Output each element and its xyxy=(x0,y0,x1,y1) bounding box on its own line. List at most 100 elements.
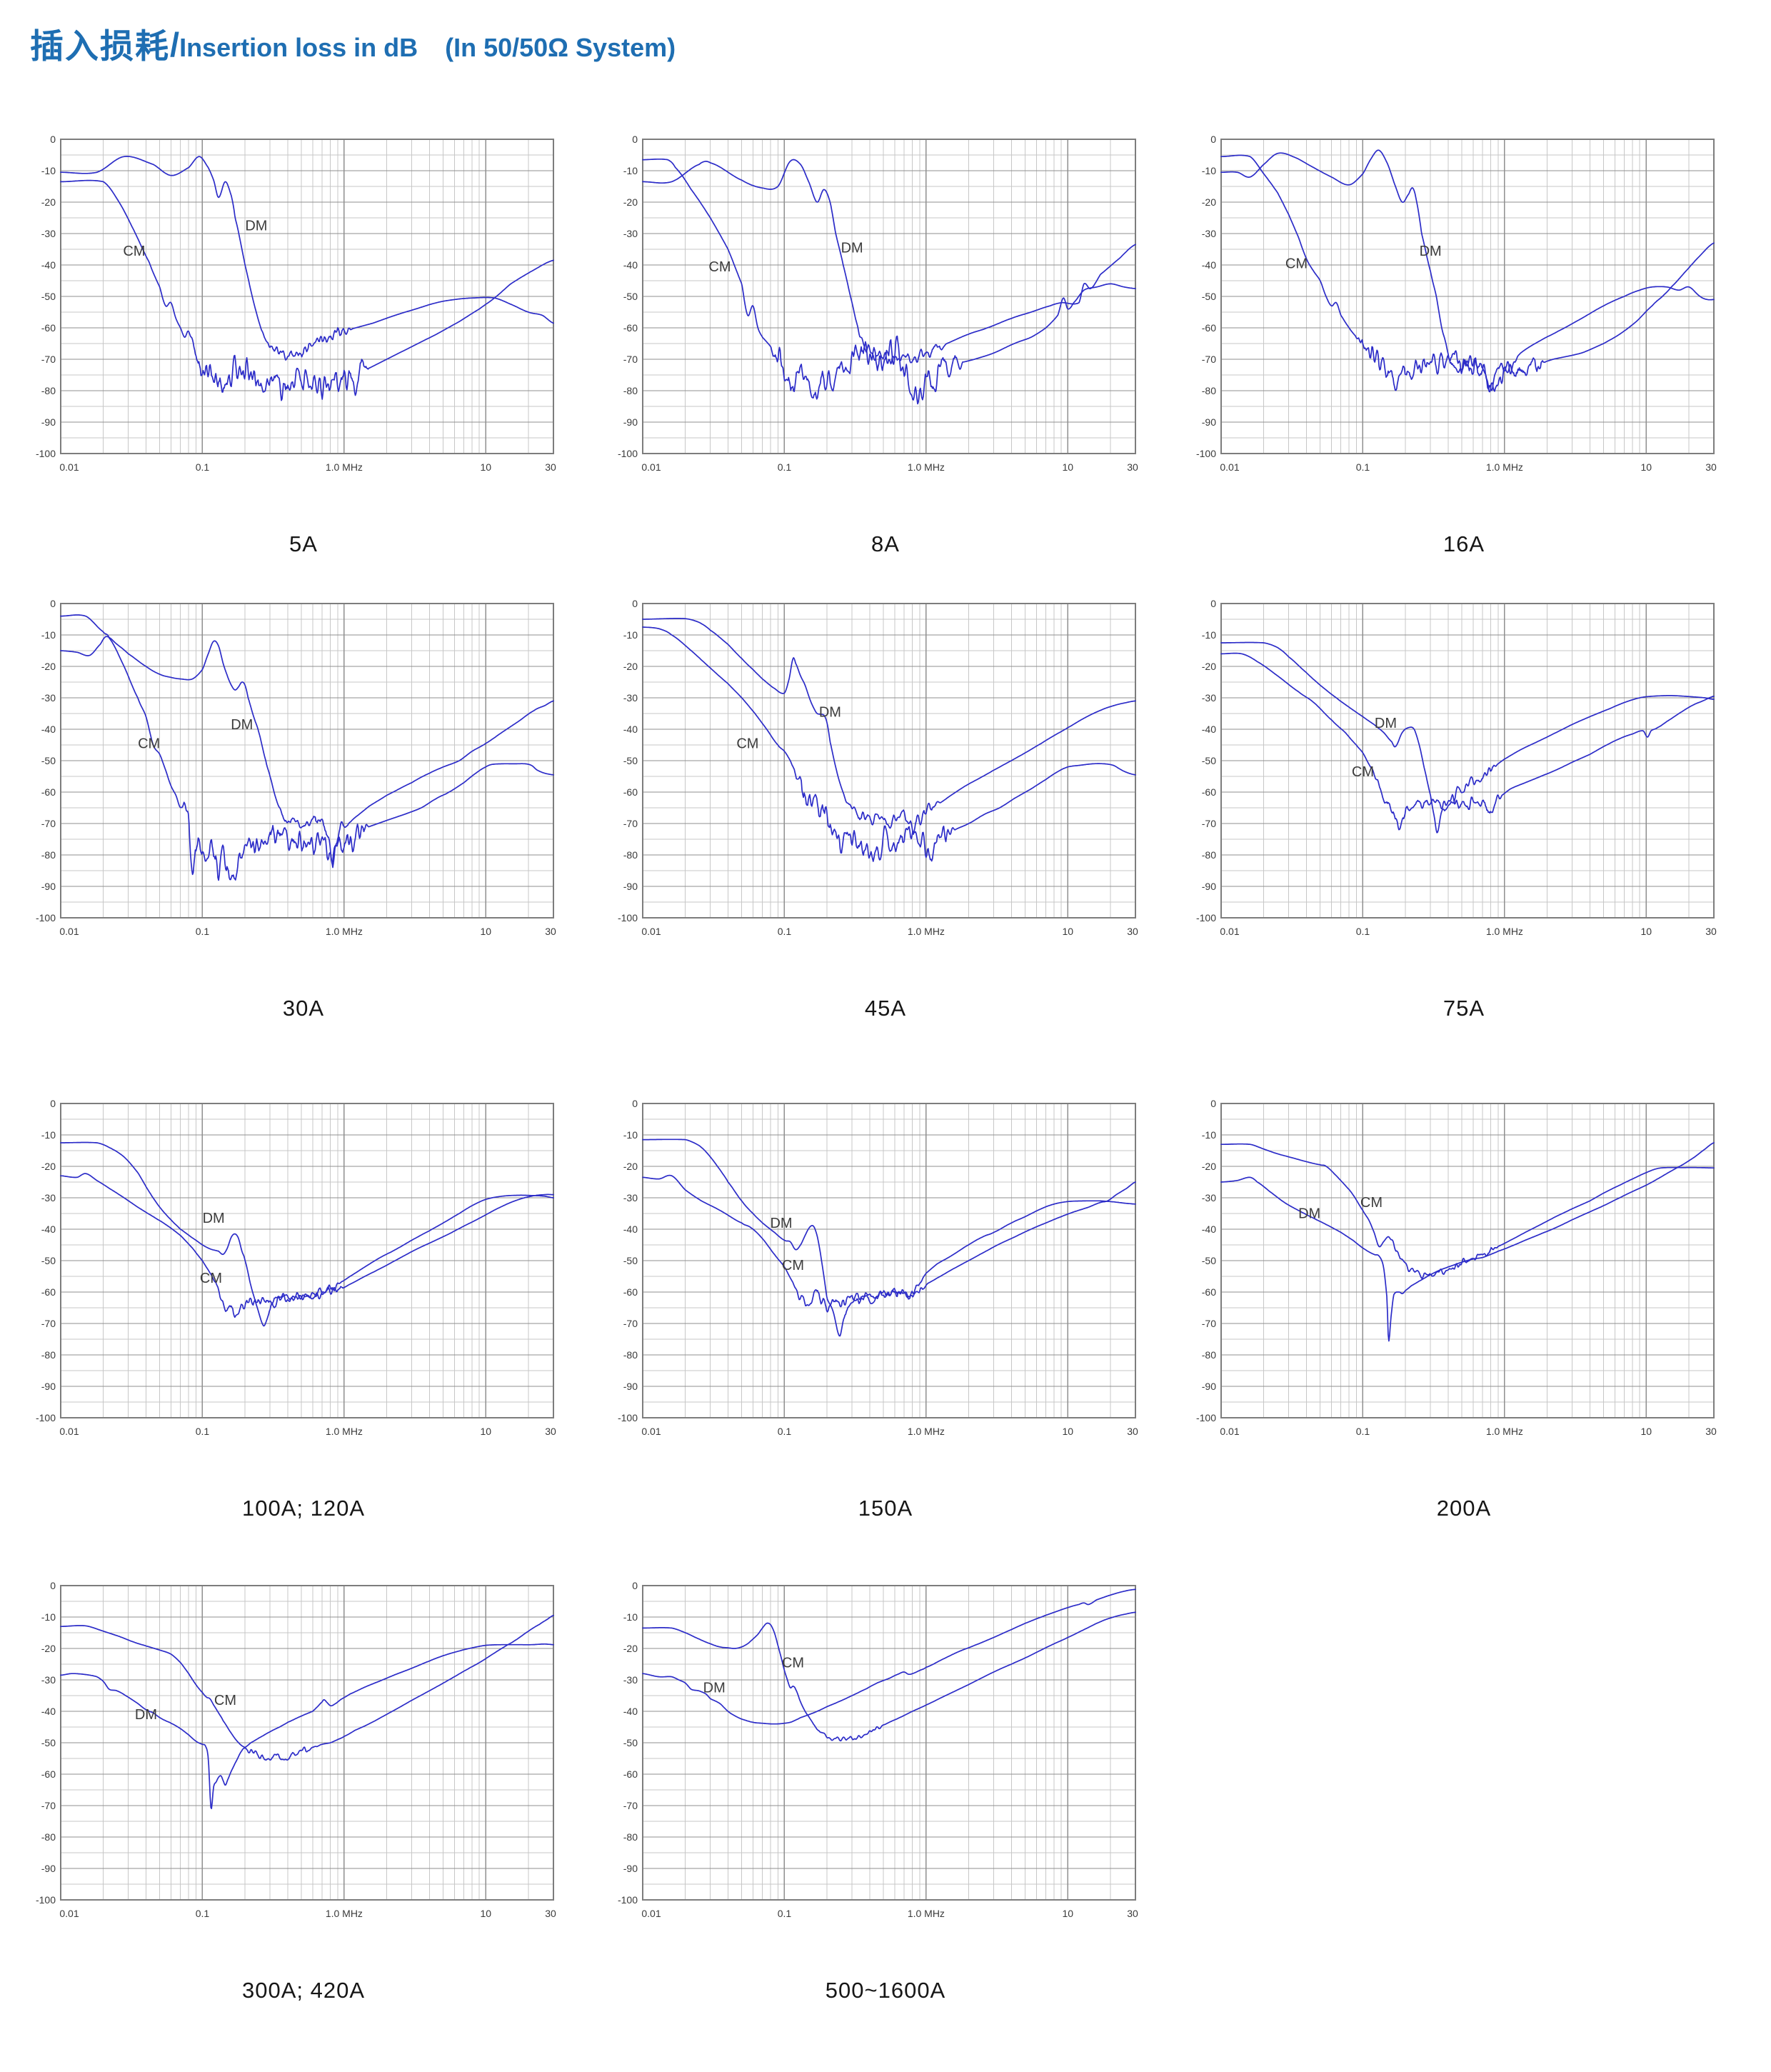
y-axis-tick-label: -20 xyxy=(41,661,56,672)
y-axis-tick-label: 0 xyxy=(632,1098,638,1109)
y-axis-tick-label: -70 xyxy=(623,1800,638,1811)
y-axis-tick-label: -70 xyxy=(1202,1318,1216,1329)
y-axis-tick-label: -100 xyxy=(36,448,56,459)
cm-series-label: CM xyxy=(200,1271,222,1286)
cm-curve xyxy=(642,626,1136,862)
y-axis-tick-label: -100 xyxy=(36,1412,56,1423)
title-system-note: (In 50/50Ω System) xyxy=(445,33,676,62)
x-axis-tick-label: 10 xyxy=(1063,926,1074,937)
y-axis-tick-label: -90 xyxy=(41,1381,56,1392)
x-axis-tick-label: 30 xyxy=(1705,1426,1717,1437)
y-axis-tick-label: -90 xyxy=(623,1863,638,1874)
y-axis-tick-label: -70 xyxy=(41,1800,56,1811)
y-axis-tick-label: -50 xyxy=(623,1737,638,1748)
y-axis-tick-label: -10 xyxy=(41,1129,56,1141)
chart-300a-420a: 0 -10 -20 -30 -40 -50 -60 -70 -80 -90 -100 0.01 0.1 1… xyxy=(21,1578,593,2003)
cm-series-label: CM xyxy=(138,736,160,751)
y-axis-tick-label: -40 xyxy=(41,1706,56,1717)
y-axis-tick-label: -50 xyxy=(41,755,56,766)
y-axis-tick-label: -50 xyxy=(1202,1255,1216,1266)
cm-series-label: CM xyxy=(1360,1195,1383,1211)
y-axis-tick-label: -40 xyxy=(623,1706,638,1717)
y-axis-tick-label: 0 xyxy=(50,598,56,609)
x-axis-tick-label: 1.0 MHz xyxy=(1486,461,1523,473)
y-axis-tick-label: -50 xyxy=(623,1255,638,1266)
x-axis-tick-label: 10 xyxy=(481,1908,492,1919)
x-axis-tick-label: 1.0 MHz xyxy=(326,461,363,473)
dm-series-label: DM xyxy=(1298,1206,1320,1222)
dm-curve xyxy=(60,1643,554,1810)
y-axis-tick-label: -30 xyxy=(1202,692,1216,704)
dm-curve xyxy=(60,1141,554,1327)
y-axis-tick-label: -20 xyxy=(1202,196,1216,208)
cm-curve xyxy=(642,1611,1136,1742)
x-axis-tick-label: 0.1 xyxy=(1356,461,1370,473)
y-axis-tick-label: -20 xyxy=(41,1161,56,1172)
y-axis-tick-label: -30 xyxy=(623,1192,638,1203)
y-axis-tick-label: -70 xyxy=(623,1318,638,1329)
cm-series-label: CM xyxy=(214,1693,236,1708)
y-axis-tick-label: -80 xyxy=(1202,849,1216,861)
cm-curve xyxy=(60,1173,554,1318)
y-axis-tick-label: -100 xyxy=(1196,912,1216,924)
cm-series-label: CM xyxy=(1285,256,1308,271)
dm-curve xyxy=(642,159,1136,365)
x-axis-tick-label: 30 xyxy=(545,1426,556,1437)
y-axis-tick-label: 0 xyxy=(1210,598,1216,609)
x-axis-tick-label: 0.01 xyxy=(59,461,79,473)
x-axis-tick-label: 1.0 MHz xyxy=(908,1908,945,1919)
x-axis-tick-label: 0.01 xyxy=(1220,1426,1239,1437)
y-axis-tick-label: -40 xyxy=(1202,259,1216,271)
y-axis-tick-label: -10 xyxy=(1202,629,1216,641)
y-axis-tick-label: -90 xyxy=(41,881,56,892)
chart-caption: 200A xyxy=(1436,1496,1492,1521)
y-axis-tick-label: -60 xyxy=(623,786,638,798)
dm-curve xyxy=(642,1138,1136,1337)
page-title: 插入损耗/Insertion loss in dB (In 50/50Ω Syst… xyxy=(30,19,676,68)
x-axis-tick-label: 10 xyxy=(1641,926,1652,937)
y-axis-tick-label: -80 xyxy=(623,1349,638,1361)
x-axis-tick-label: 0.01 xyxy=(1220,926,1239,937)
x-axis-tick-label: 10 xyxy=(481,926,492,937)
x-axis-tick-label: 1.0 MHz xyxy=(908,1426,945,1437)
x-axis-tick-label: 10 xyxy=(481,461,492,473)
y-axis-tick-label: -30 xyxy=(41,1674,56,1686)
chart-200a: 0 -10 -20 -30 -40 -50 -60 -70 -80 -90 -100 0.01 0.1 1… xyxy=(1182,1096,1753,1521)
x-axis-tick-label: 30 xyxy=(1705,926,1717,937)
y-axis-tick-label: -40 xyxy=(623,724,638,735)
y-axis-tick-label: -20 xyxy=(41,1643,56,1654)
x-axis-tick-label: 10 xyxy=(1641,1426,1652,1437)
y-axis-tick-label: -40 xyxy=(1202,1223,1216,1235)
x-axis-tick-label: 1.0 MHz xyxy=(908,926,945,937)
x-axis-tick-label: 1.0 MHz xyxy=(326,1908,363,1919)
y-axis-tick-label: -70 xyxy=(41,1318,56,1329)
y-axis-tick-label: -100 xyxy=(618,1894,638,1906)
y-axis-tick-label: -60 xyxy=(623,1768,638,1780)
chart-500-1600a: 0 -10 -20 -30 -40 -50 -60 -70 -80 -90 -100 0.01 0.1 1… xyxy=(603,1578,1175,2003)
y-axis-tick-label: -10 xyxy=(1202,1129,1216,1141)
chart-caption: 16A xyxy=(1443,531,1485,556)
x-axis-tick-label: 0.1 xyxy=(778,1426,792,1437)
x-axis-tick-label: 10 xyxy=(481,1426,492,1437)
y-axis-tick-label: -50 xyxy=(41,1255,56,1266)
y-axis-tick-label: -60 xyxy=(623,1286,638,1298)
y-axis-tick-label: -80 xyxy=(41,849,56,861)
y-axis-tick-label: -10 xyxy=(623,1129,638,1141)
y-axis-tick-label: 0 xyxy=(1210,1098,1216,1109)
x-axis-tick-label: 0.01 xyxy=(59,926,79,937)
y-axis-tick-label: -20 xyxy=(623,1643,638,1654)
dm-curve xyxy=(60,156,554,361)
y-axis-tick-label: -70 xyxy=(1202,354,1216,365)
x-axis-tick-label: 30 xyxy=(545,461,556,473)
y-axis-tick-label: -90 xyxy=(1202,881,1216,892)
y-axis-tick-label: -60 xyxy=(1202,786,1216,798)
chart-30a: 0 -10 -20 -30 -40 -50 -60 -70 -80 -90 -100 0.01 0.1 1… xyxy=(21,596,593,1021)
dm-curve xyxy=(60,636,554,864)
chart-caption: 300A; 420A xyxy=(241,1978,366,2003)
